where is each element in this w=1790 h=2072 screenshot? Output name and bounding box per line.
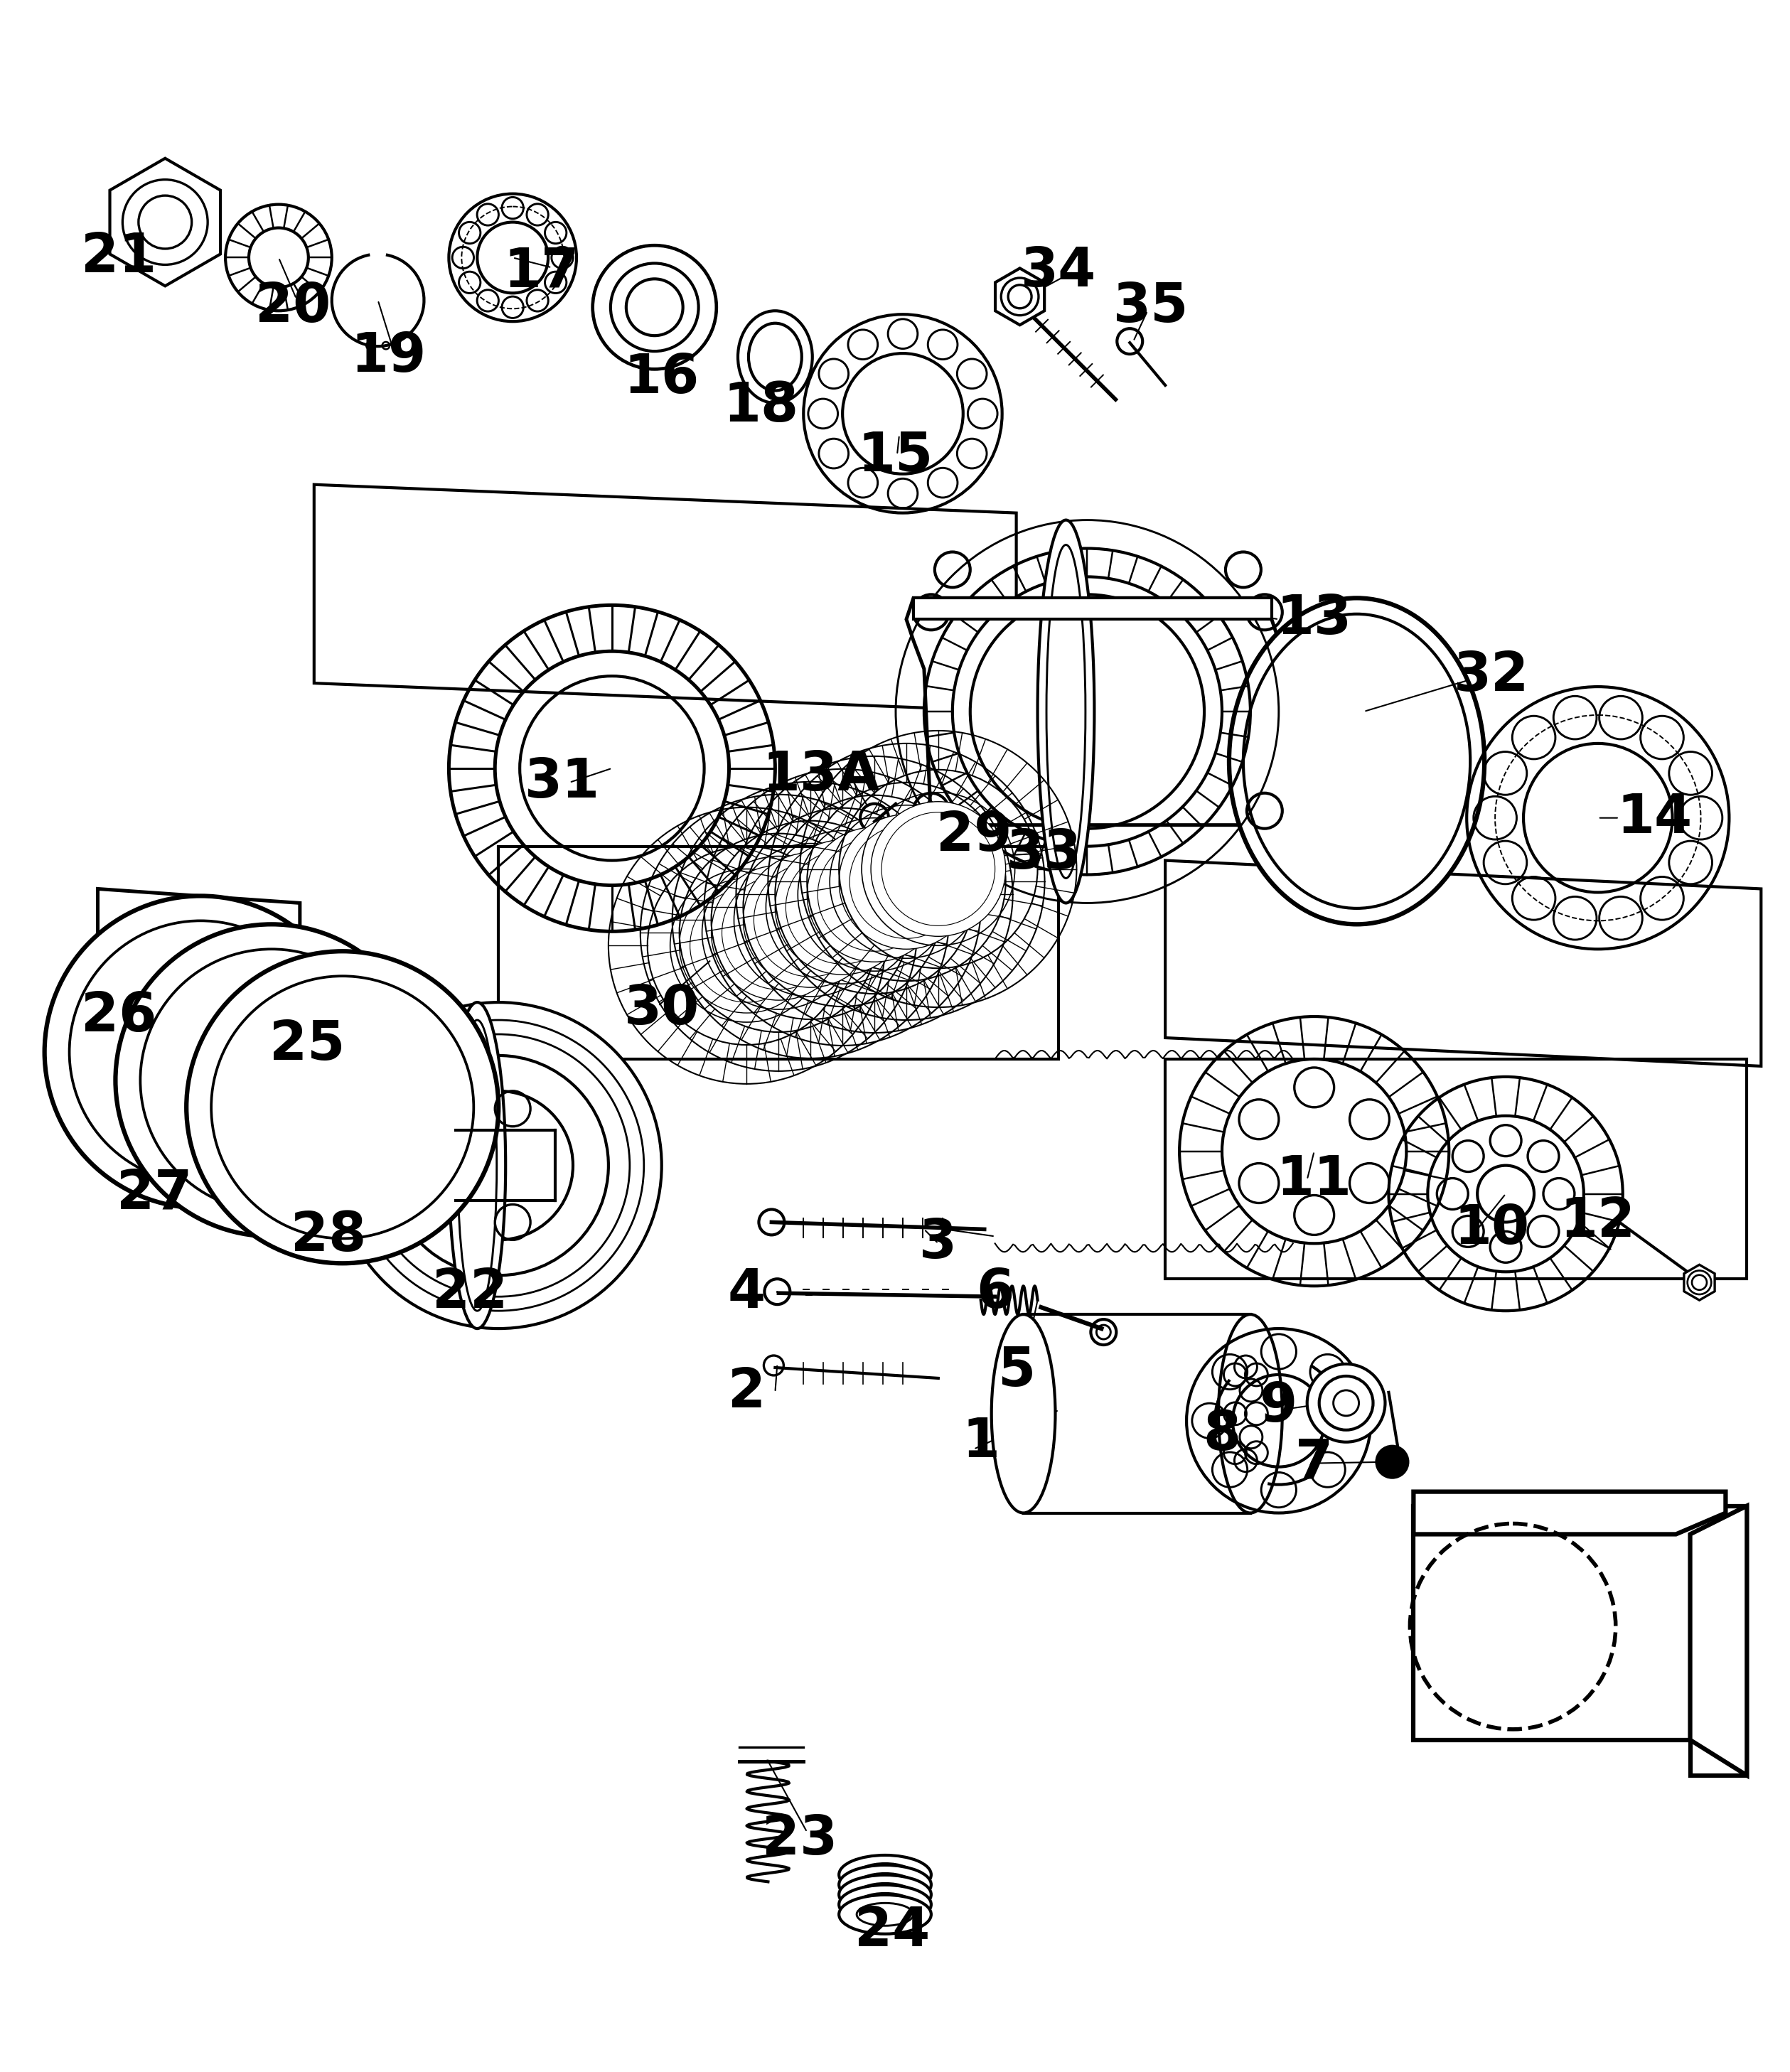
Ellipse shape [1038, 520, 1094, 903]
Circle shape [1307, 1363, 1385, 1442]
Text: 13: 13 [1276, 593, 1351, 646]
Polygon shape [995, 267, 1044, 325]
Ellipse shape [449, 1003, 505, 1328]
Ellipse shape [737, 311, 813, 404]
Text: 10: 10 [1453, 1204, 1529, 1256]
Text: 16: 16 [625, 352, 700, 404]
Ellipse shape [1219, 1314, 1282, 1513]
Text: 29: 29 [936, 810, 1011, 862]
Circle shape [775, 839, 909, 974]
Text: 23: 23 [763, 1813, 838, 1865]
Polygon shape [1414, 1506, 1747, 1776]
Ellipse shape [592, 244, 716, 369]
Ellipse shape [70, 920, 331, 1183]
Polygon shape [1684, 1264, 1715, 1301]
Circle shape [353, 1019, 644, 1312]
Circle shape [592, 247, 716, 369]
Ellipse shape [1230, 599, 1484, 924]
Text: 1: 1 [961, 1415, 999, 1469]
Ellipse shape [840, 1896, 931, 1933]
Text: 22: 22 [433, 1266, 508, 1320]
Text: 25: 25 [268, 1019, 345, 1071]
Ellipse shape [840, 1875, 931, 1915]
Ellipse shape [45, 895, 356, 1208]
Text: 17: 17 [503, 244, 578, 298]
Ellipse shape [116, 924, 428, 1237]
Circle shape [743, 854, 877, 988]
Circle shape [424, 1092, 573, 1239]
Circle shape [861, 804, 888, 833]
Text: 2: 2 [729, 1365, 766, 1419]
Polygon shape [1690, 1506, 1747, 1776]
Text: 30: 30 [625, 982, 700, 1036]
Text: 24: 24 [854, 1904, 931, 1958]
Ellipse shape [1244, 613, 1470, 908]
Text: 19: 19 [351, 332, 426, 383]
Polygon shape [109, 157, 220, 286]
Ellipse shape [211, 976, 474, 1239]
Text: 28: 28 [290, 1210, 365, 1262]
Text: 35: 35 [1113, 282, 1189, 334]
Text: 12: 12 [1561, 1196, 1636, 1249]
Text: 32: 32 [1453, 651, 1529, 702]
Text: 21: 21 [81, 232, 158, 284]
Ellipse shape [840, 1886, 931, 1925]
Circle shape [367, 1034, 630, 1297]
Text: 15: 15 [857, 429, 933, 483]
Text: 11: 11 [1276, 1154, 1351, 1206]
Text: 5: 5 [997, 1345, 1035, 1397]
Text: 8: 8 [1203, 1409, 1240, 1461]
Circle shape [388, 1055, 609, 1276]
Text: 6: 6 [976, 1266, 1013, 1320]
Ellipse shape [840, 1865, 931, 1904]
Text: 9: 9 [1260, 1380, 1298, 1434]
Ellipse shape [140, 949, 403, 1212]
Circle shape [335, 1003, 662, 1328]
Ellipse shape [186, 951, 498, 1264]
Text: 26: 26 [81, 990, 158, 1042]
Text: 27: 27 [116, 1167, 192, 1220]
Circle shape [680, 879, 814, 1013]
Text: 31: 31 [524, 756, 600, 808]
Text: 13A: 13A [763, 750, 881, 802]
Text: 3: 3 [920, 1216, 958, 1270]
Circle shape [840, 814, 974, 949]
Text: 4: 4 [729, 1266, 766, 1320]
Circle shape [1377, 1446, 1407, 1477]
Ellipse shape [992, 1314, 1056, 1513]
Circle shape [872, 802, 1006, 937]
Ellipse shape [840, 1854, 931, 1894]
Text: 18: 18 [723, 381, 798, 433]
Text: 7: 7 [1296, 1438, 1334, 1490]
Polygon shape [913, 599, 1271, 620]
Polygon shape [98, 889, 301, 1123]
Text: 33: 33 [1008, 827, 1083, 881]
Text: 34: 34 [1020, 244, 1097, 298]
Circle shape [807, 827, 942, 961]
Polygon shape [1414, 1492, 1726, 1533]
Circle shape [711, 866, 847, 1001]
Polygon shape [906, 599, 1278, 825]
Text: 14: 14 [1616, 792, 1692, 843]
Text: 20: 20 [254, 282, 331, 334]
